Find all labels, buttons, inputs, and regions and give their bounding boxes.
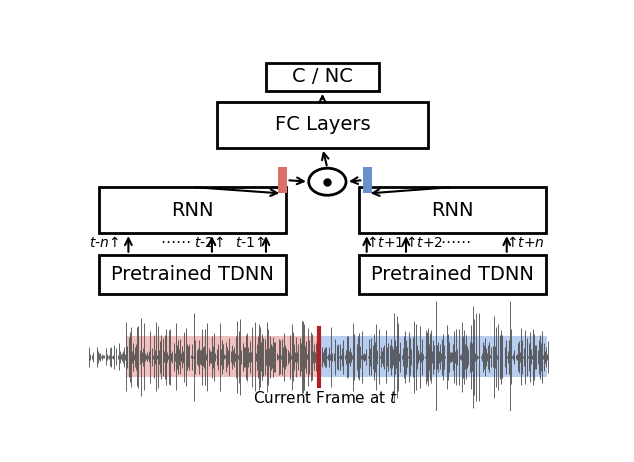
Text: RNN: RNN (431, 201, 474, 220)
Text: FC Layers: FC Layers (275, 116, 370, 134)
Circle shape (309, 168, 346, 195)
Text: RNN: RNN (171, 201, 214, 220)
FancyBboxPatch shape (266, 62, 379, 91)
Text: $t$-$2$↑: $t$-$2$↑ (195, 235, 224, 249)
Text: Current Frame at $t$: Current Frame at $t$ (252, 390, 398, 406)
FancyBboxPatch shape (217, 102, 428, 148)
Text: $t$-$1$↑: $t$-$1$↑ (235, 235, 265, 249)
Text: ↑$t$+$2$: ↑$t$+$2$ (404, 235, 443, 249)
Text: Pretrained TDNN: Pretrained TDNN (372, 265, 534, 284)
Text: ↑$t$+$n$: ↑$t$+$n$ (506, 235, 545, 249)
Text: $t$-$n$↑: $t$-$n$↑ (89, 235, 119, 249)
FancyBboxPatch shape (99, 187, 285, 233)
FancyBboxPatch shape (359, 187, 546, 233)
FancyBboxPatch shape (363, 167, 372, 194)
FancyBboxPatch shape (318, 336, 547, 377)
FancyBboxPatch shape (278, 167, 287, 194)
Text: $\cdots\cdots$: $\cdots\cdots$ (440, 233, 470, 248)
Text: ↑$t$+$1$: ↑$t$+$1$ (366, 235, 404, 249)
FancyBboxPatch shape (359, 255, 546, 294)
FancyBboxPatch shape (99, 255, 285, 294)
Text: Pretrained TDNN: Pretrained TDNN (111, 265, 274, 284)
Text: $\cdots\cdots$: $\cdots\cdots$ (160, 233, 190, 248)
FancyBboxPatch shape (126, 336, 318, 377)
Text: C / NC: C / NC (292, 67, 353, 86)
